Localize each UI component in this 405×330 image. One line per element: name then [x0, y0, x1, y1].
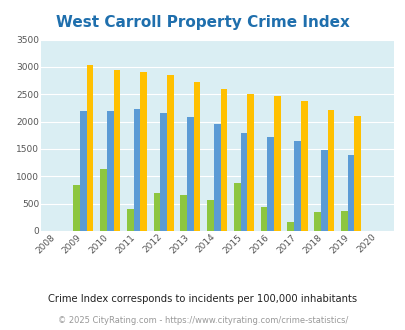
Bar [127, 209, 133, 231]
Bar [267, 137, 273, 231]
Bar [180, 195, 187, 231]
Bar [300, 101, 307, 231]
Bar [87, 65, 93, 231]
Bar [153, 193, 160, 231]
Bar [220, 89, 227, 231]
Bar [340, 211, 347, 231]
Bar [107, 111, 113, 231]
Bar [354, 115, 360, 231]
Bar [247, 94, 254, 231]
Bar [233, 183, 240, 231]
Bar [133, 109, 140, 231]
Bar [80, 111, 87, 231]
Text: Crime Index corresponds to incidents per 100,000 inhabitants: Crime Index corresponds to incidents per… [48, 294, 357, 304]
Text: © 2025 CityRating.com - https://www.cityrating.com/crime-statistics/: © 2025 CityRating.com - https://www.city… [58, 316, 347, 325]
Bar [207, 200, 213, 231]
Bar [160, 113, 166, 231]
Bar [273, 96, 280, 231]
Bar [100, 169, 107, 231]
Bar [287, 222, 293, 231]
Bar [240, 133, 247, 231]
Bar [73, 184, 80, 231]
Bar [293, 141, 300, 231]
Text: West Carroll Property Crime Index: West Carroll Property Crime Index [56, 15, 349, 30]
Bar [187, 117, 193, 231]
Bar [320, 149, 327, 231]
Bar [166, 75, 173, 231]
Bar [327, 110, 333, 231]
Bar [193, 82, 200, 231]
Bar [213, 124, 220, 231]
Bar [313, 212, 320, 231]
Bar [347, 155, 354, 231]
Bar [260, 208, 267, 231]
Bar [140, 72, 147, 231]
Bar [113, 70, 120, 231]
